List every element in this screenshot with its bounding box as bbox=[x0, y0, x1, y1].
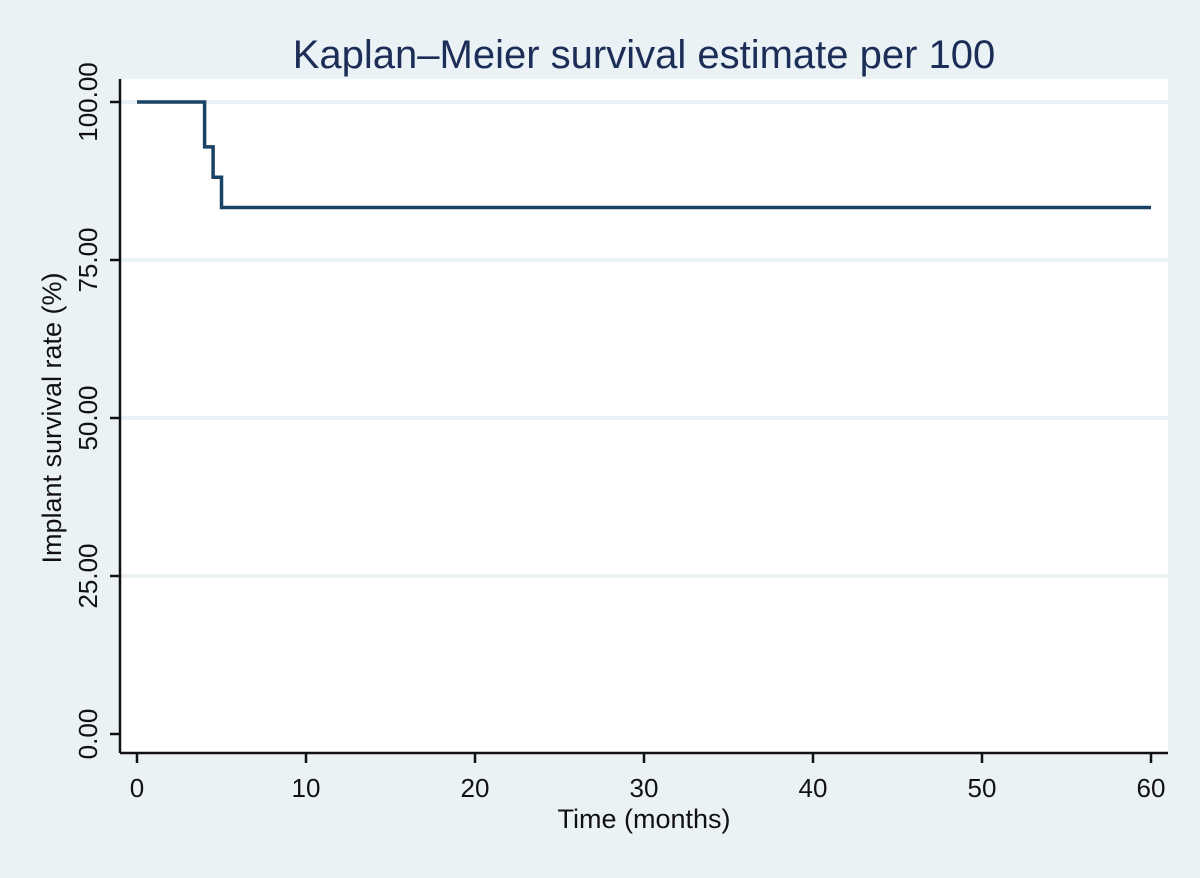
x-tick-label: 10 bbox=[292, 773, 321, 803]
grid-lines bbox=[121, 100, 1168, 578]
x-tick-label: 40 bbox=[799, 773, 828, 803]
chart-title: Kaplan–Meier survival estimate per 100 bbox=[293, 33, 996, 77]
y-tick-label: 100.00 bbox=[73, 62, 103, 142]
y-tick-label: 75.00 bbox=[73, 227, 103, 292]
x-tick-label: 60 bbox=[1137, 773, 1166, 803]
x-tick-label: 50 bbox=[968, 773, 997, 803]
x-tick-label: 0 bbox=[130, 773, 144, 803]
x-tick-label: 20 bbox=[461, 773, 490, 803]
y-tick-label: 0.00 bbox=[73, 709, 103, 760]
y-tick-label: 25.00 bbox=[73, 543, 103, 608]
series-layer bbox=[137, 100, 1151, 210]
x-tick-label: 30 bbox=[630, 773, 659, 803]
y-tick-label: 50.00 bbox=[73, 385, 103, 450]
survival-curve-line bbox=[137, 100, 1151, 210]
x-axis-title: Time (months) bbox=[557, 804, 730, 834]
y-axis-title: Implant survival rate (%) bbox=[37, 272, 67, 563]
axes: 0.00 25.00 50.00 75.00 100.00 0 10 20 30 40 50 60 bbox=[73, 62, 1168, 803]
